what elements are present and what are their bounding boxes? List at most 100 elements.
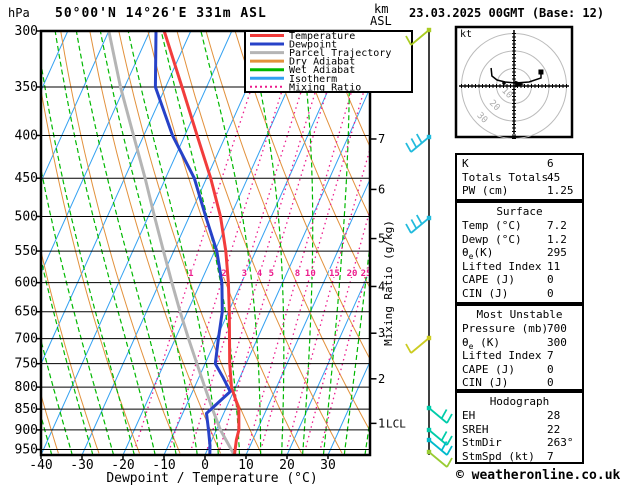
copyright: © weatheronline.co.uk [456, 468, 621, 483]
svg-text:3: 3 [242, 269, 247, 279]
table-header: Hodograph [489, 395, 550, 408]
table-row: CIN (J) 0 [457, 287, 582, 301]
legend-label: Isotherm [289, 74, 337, 85]
row-label: CIN (J) [462, 376, 509, 389]
table-row: Lifted Index 7 [457, 349, 582, 363]
table-row: Temp (°C) 7.2 [457, 219, 582, 233]
data-table: Most Unstable Pressure (mb) 700 θe (K) 300 Li… [455, 304, 584, 391]
svg-text:350: 350 [15, 80, 38, 95]
pressure-grid-lines [41, 86, 370, 451]
mixing-ratio-value-labels: 1 2 3 4 5 8 10 15 20 25 [187, 268, 372, 280]
row-label: CAPE (J) [462, 362, 515, 376]
hodograph-trace [490, 67, 542, 84]
row-value: 7 [547, 349, 554, 362]
table-row: θe (K) 300 [457, 335, 582, 351]
row-label: θe (K) [462, 335, 500, 351]
svg-text:800: 800 [15, 380, 38, 395]
svg-text:950: 950 [15, 443, 38, 458]
legend-label: Parcel Trajectory [289, 48, 391, 59]
row-label: EH [462, 409, 476, 422]
row-label: CIN (J) [462, 286, 509, 300]
svg-text:5: 5 [269, 269, 274, 279]
wind-barbs [405, 27, 453, 468]
row-value: 0 [547, 362, 554, 376]
legend-label: Dewpoint [289, 40, 337, 51]
table-row: PW (cm) 1.25 [457, 184, 582, 198]
row-value: 7 [547, 449, 554, 463]
svg-text:10: 10 [305, 269, 316, 279]
row-value: 28 [547, 409, 561, 422]
svg-text:750: 750 [15, 357, 38, 372]
svg-text:500: 500 [15, 209, 38, 224]
table-row: Totals Totals 45 [457, 171, 582, 185]
row-label: StmDir [462, 436, 502, 449]
data-table: K 6 Totals Totals 45 PW (cm) 1.25 [455, 153, 584, 201]
table-row: SREH 22 [457, 423, 582, 437]
row-value: 45 [547, 170, 561, 184]
svg-text:20: 20 [279, 458, 295, 473]
svg-text:15: 15 [329, 269, 340, 279]
table-row: Pressure (mb) 700 [457, 322, 582, 336]
svg-text:550: 550 [15, 244, 38, 259]
svg-text:3: 3 [378, 326, 385, 340]
altitude-axis-unit: km [374, 2, 389, 16]
row-label: Dewp (°C) [462, 232, 522, 246]
svg-text:-20: -20 [111, 458, 134, 473]
svg-text:7: 7 [378, 132, 385, 146]
temperature-line [162, 31, 241, 455]
skewt-background [41, 31, 370, 455]
svg-text:4: 4 [257, 269, 263, 279]
legend-label: Temperature [289, 31, 355, 42]
row-label: θe(K) [462, 246, 494, 262]
row-value: 1.25 [547, 184, 574, 197]
table-row: StmSpd (kt) 7 [457, 450, 582, 464]
dewpoint-line [153, 31, 232, 455]
row-value: 300 [547, 335, 567, 349]
table-row: Dewp (°C) 1.2 [457, 233, 582, 247]
table-row: EH 28 [457, 409, 582, 423]
svg-text:450: 450 [15, 171, 38, 186]
row-label: Temp (°C) [462, 219, 522, 232]
row-label: Totals Totals [462, 170, 549, 184]
table-row: CIN (J) 0 [457, 376, 582, 390]
row-value: 700 [547, 322, 567, 335]
table-header: Most Unstable [476, 308, 563, 321]
svg-text:700: 700 [15, 332, 38, 347]
page-title: 50°00'N 14°26'E 331m ASL [55, 6, 267, 21]
svg-text:300: 300 [15, 24, 38, 39]
row-value: 1.2 [547, 232, 567, 246]
hodograph-dot-marker [502, 81, 506, 85]
row-label: CAPE (J) [462, 273, 515, 286]
svg-text:5: 5 [378, 232, 385, 246]
row-label: Lifted Index [462, 349, 542, 362]
data-table: Surface Temp (°C) 7.2 Dewp (°C) 1.2 θe(K) 295 L… [455, 201, 584, 304]
svg-text:-10: -10 [152, 458, 175, 473]
svg-text:6: 6 [378, 182, 385, 196]
row-value: 6 [547, 157, 554, 170]
svg-text:30: 30 [320, 458, 336, 473]
row-label: SREH [462, 422, 489, 436]
table-header: Surface [496, 205, 543, 218]
svg-text:600: 600 [15, 276, 38, 291]
table-row: Lifted Index 11 [457, 260, 582, 274]
x-axis-title: Dewpoint / Temperature (°C) [106, 471, 317, 486]
mixing-ratio-lines [134, 31, 370, 450]
svg-text:8: 8 [295, 269, 300, 279]
hodograph-square-marker [538, 69, 544, 75]
row-value: 22 [547, 422, 561, 436]
svg-text:650: 650 [15, 305, 38, 320]
row-value: 0 [547, 273, 554, 286]
svg-text:4: 4 [378, 279, 385, 293]
row-label: Lifted Index [462, 259, 542, 273]
table-row: StmDir 263° [457, 436, 582, 450]
data-table: Hodograph EH 28 SREH 22 StmDir 263° StmSpd (kt)… [455, 391, 584, 464]
mixing-ratio-axis-title: Mixing Ratio (g/kg) [382, 220, 395, 346]
row-label: PW (cm) [462, 184, 509, 197]
row-value: 295 [547, 246, 567, 259]
hodograph-unit-label: kt [460, 29, 473, 40]
hodograph-storm-motion-arrow [515, 80, 525, 88]
